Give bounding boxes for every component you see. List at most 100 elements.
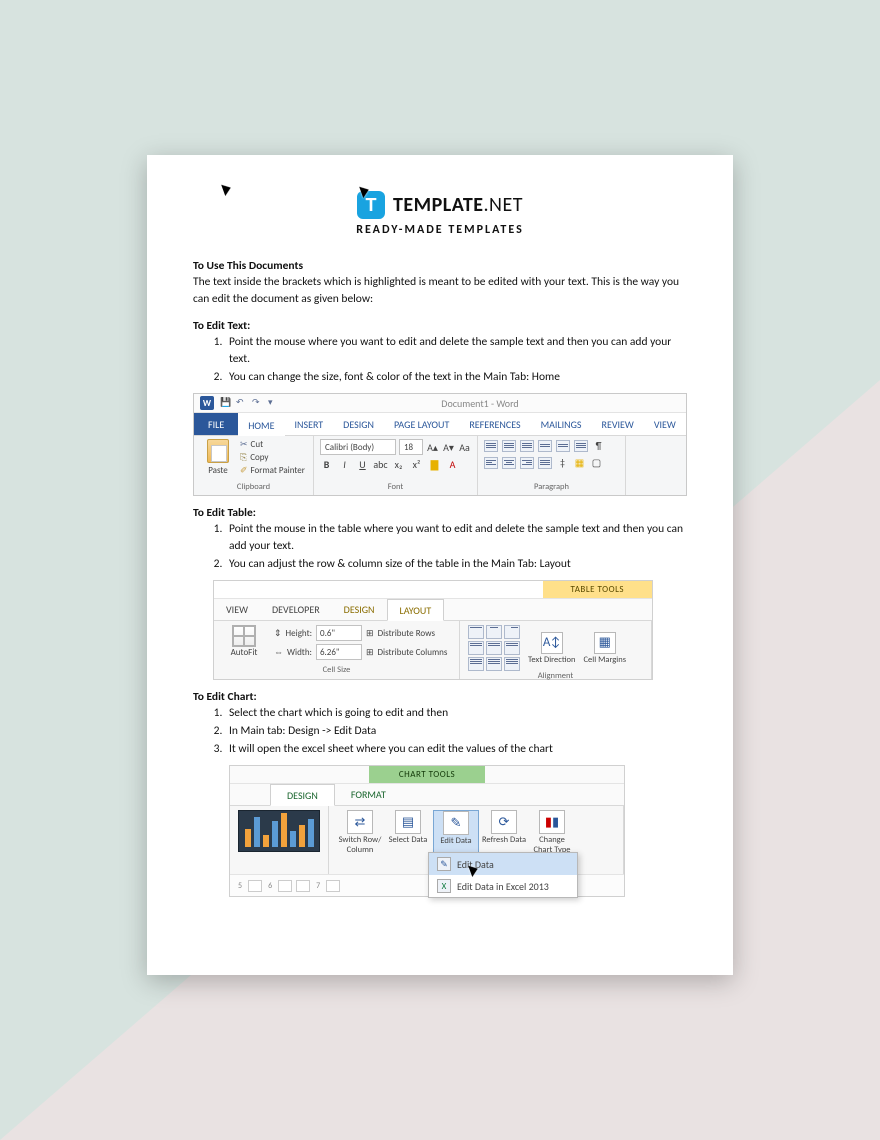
borders-icon[interactable]: ▢ <box>590 456 603 469</box>
italic-button[interactable]: I <box>338 458 351 471</box>
height-input[interactable]: 0.6" <box>316 625 362 641</box>
undo-icon[interactable]: ↶ <box>236 397 248 409</box>
text-direction-button[interactable]: A↕ Text Direction <box>528 632 576 665</box>
autofit-button[interactable]: AutoFit <box>222 625 266 660</box>
bold-button[interactable]: B <box>320 458 333 471</box>
ribbon-tabs: FILE HOME INSERT DESIGN PAGE LAYOUT REFE… <box>194 413 686 435</box>
tab-developer[interactable]: DEVELOPER <box>260 599 332 620</box>
group-clipboard: Paste ✂Cut ⎘Copy ✐Format Painter Clipboa… <box>194 436 314 495</box>
thumb-num: 5 <box>238 881 242 891</box>
font-family-select[interactable]: Calibri (Body) <box>320 439 396 455</box>
change-chart-type-button[interactable]: ▮▮ Change Chart Type <box>529 810 575 855</box>
superscript-button[interactable]: x² <box>410 458 423 471</box>
edit-data-button[interactable]: ✎ Edit Data <box>433 810 479 855</box>
tab-insert[interactable]: INSERT <box>285 413 334 435</box>
thumb-icon[interactable] <box>326 880 340 892</box>
cell-margins-button[interactable]: ▦ Cell Margins <box>584 632 627 665</box>
increase-indent-icon[interactable] <box>556 440 570 452</box>
dist-cols-icon[interactable]: ⊞ <box>366 647 374 658</box>
thumb-icon[interactable] <box>296 880 310 892</box>
table-tools-ribbon: TABLE TOOLS VIEW DEVELOPER DESIGN LAYOUT… <box>213 580 653 680</box>
sort-icon[interactable] <box>574 440 588 452</box>
logo-brand: TEMPLATE <box>393 193 483 217</box>
select-data-label: Select Data <box>389 836 428 845</box>
document-title: Document1 - Word <box>280 397 680 410</box>
font-size-select[interactable]: 18 <box>399 439 423 455</box>
line-spacing-icon[interactable]: ‡ <box>556 456 569 469</box>
align-center-icon[interactable] <box>502 457 516 469</box>
grow-font-icon[interactable]: A▴ <box>426 441 439 454</box>
width-input[interactable]: 6.26" <box>316 644 362 660</box>
tab-table-design[interactable]: DESIGN <box>332 599 387 620</box>
group-font: Calibri (Body) 18 A▴ A▾ Aa B I U abc x₂ … <box>314 436 478 495</box>
align-left-icon[interactable] <box>484 457 498 469</box>
highlight-button[interactable]: ▇ <box>428 458 441 471</box>
align-right-icon[interactable] <box>520 457 534 469</box>
heading-edit-table: To Edit Table: <box>193 506 687 520</box>
refresh-data-button[interactable]: ⟳ Refresh Data <box>481 810 527 855</box>
chart-style-thumbnail[interactable] <box>238 810 320 852</box>
copy-button[interactable]: ⎘Copy <box>240 452 305 463</box>
decrease-indent-icon[interactable] <box>538 440 552 452</box>
numbering-icon[interactable] <box>502 440 516 452</box>
thumb-icon[interactable] <box>278 880 292 892</box>
context-tab-strip: TABLE TOOLS <box>214 581 652 599</box>
redo-icon[interactable]: ↷ <box>252 397 264 409</box>
logo-badge-icon: T <box>357 191 385 219</box>
switch-row-column-button[interactable]: ⇄ Switch Row/ Column <box>337 810 383 855</box>
heading-use: To Use This Documents <box>193 259 687 273</box>
height-icon: ⇕ <box>274 628 282 639</box>
shrink-font-icon[interactable]: A▾ <box>442 441 455 454</box>
dist-cols-label[interactable]: Distribute Columns <box>378 647 448 658</box>
heading-edit-text: To Edit Text: <box>193 319 687 333</box>
dist-rows-label[interactable]: Distribute Rows <box>378 628 435 639</box>
strike-button[interactable]: abc <box>374 458 387 471</box>
group-alignment: A↕ Text Direction ▦ Cell Margins Alignme… <box>460 621 652 679</box>
qat-more-icon[interactable]: ▾ <box>268 397 280 409</box>
list-edit-text: Point the mouse where you want to edit a… <box>193 334 687 385</box>
width-icon: ⇔ <box>274 647 283 658</box>
show-marks-icon[interactable]: ¶ <box>592 439 605 452</box>
ribbon-body: Paste ✂Cut ⎘Copy ✐Format Painter Clipboa… <box>194 435 686 495</box>
font-color-button[interactable]: A <box>446 458 459 471</box>
tab-view[interactable]: VIEW <box>644 413 686 435</box>
refresh-label: Refresh Data <box>482 836 526 845</box>
tab-file[interactable]: FILE <box>194 413 238 435</box>
underline-button[interactable]: U <box>356 458 369 471</box>
autofit-icon <box>232 625 256 647</box>
tab-view[interactable]: VIEW <box>214 599 260 620</box>
menu-edit-data-excel[interactable]: X Edit Data in Excel 2013 <box>429 875 577 897</box>
alignment-grid[interactable] <box>468 625 520 671</box>
menu-edit-data[interactable]: ✎ Edit Data <box>429 853 577 875</box>
tab-chart-design[interactable]: DESIGN <box>270 784 335 806</box>
tab-review[interactable]: REVIEW <box>592 413 644 435</box>
logo: T TEMPLATE.NET <box>193 191 687 219</box>
change-case-icon[interactable]: Aa <box>458 441 471 454</box>
tab-mailings[interactable]: MAILINGS <box>531 413 592 435</box>
tab-references[interactable]: REFERENCES <box>459 413 530 435</box>
format-painter-button[interactable]: ✐Format Painter <box>240 465 305 476</box>
tab-design[interactable]: DESIGN <box>333 413 384 435</box>
dist-rows-icon[interactable]: ⊞ <box>366 628 374 639</box>
select-data-button[interactable]: ▤ Select Data <box>385 810 431 855</box>
justify-icon[interactable] <box>538 457 552 469</box>
shading-icon[interactable]: ▦ <box>573 456 586 469</box>
font-group-label: Font <box>320 482 471 492</box>
bullets-icon[interactable] <box>484 440 498 452</box>
multilevel-icon[interactable] <box>520 440 534 452</box>
save-icon[interactable]: 💾 <box>220 397 232 409</box>
text-direction-label: Text Direction <box>528 656 576 665</box>
chart-tools-context: CHART TOOLS <box>369 766 485 783</box>
tab-home[interactable]: HOME <box>238 413 284 435</box>
select-data-icon: ▤ <box>395 810 421 834</box>
body-use: The text inside the brackets which is hi… <box>193 274 687 307</box>
chart-tools-ribbon: CHART TOOLS DESIGN FORMAT ⇄ Switch Row/ … <box>229 765 625 897</box>
paste-button[interactable]: Paste <box>200 439 236 476</box>
thumb-icon[interactable] <box>248 880 262 892</box>
tab-chart-format[interactable]: FORMAT <box>335 784 402 805</box>
tab-page-layout[interactable]: PAGE LAYOUT <box>384 413 459 435</box>
subscript-button[interactable]: x₂ <box>392 458 405 471</box>
cut-button[interactable]: ✂Cut <box>240 439 305 450</box>
tab-table-layout[interactable]: LAYOUT <box>387 599 445 621</box>
autofit-label: AutoFit <box>231 647 258 658</box>
